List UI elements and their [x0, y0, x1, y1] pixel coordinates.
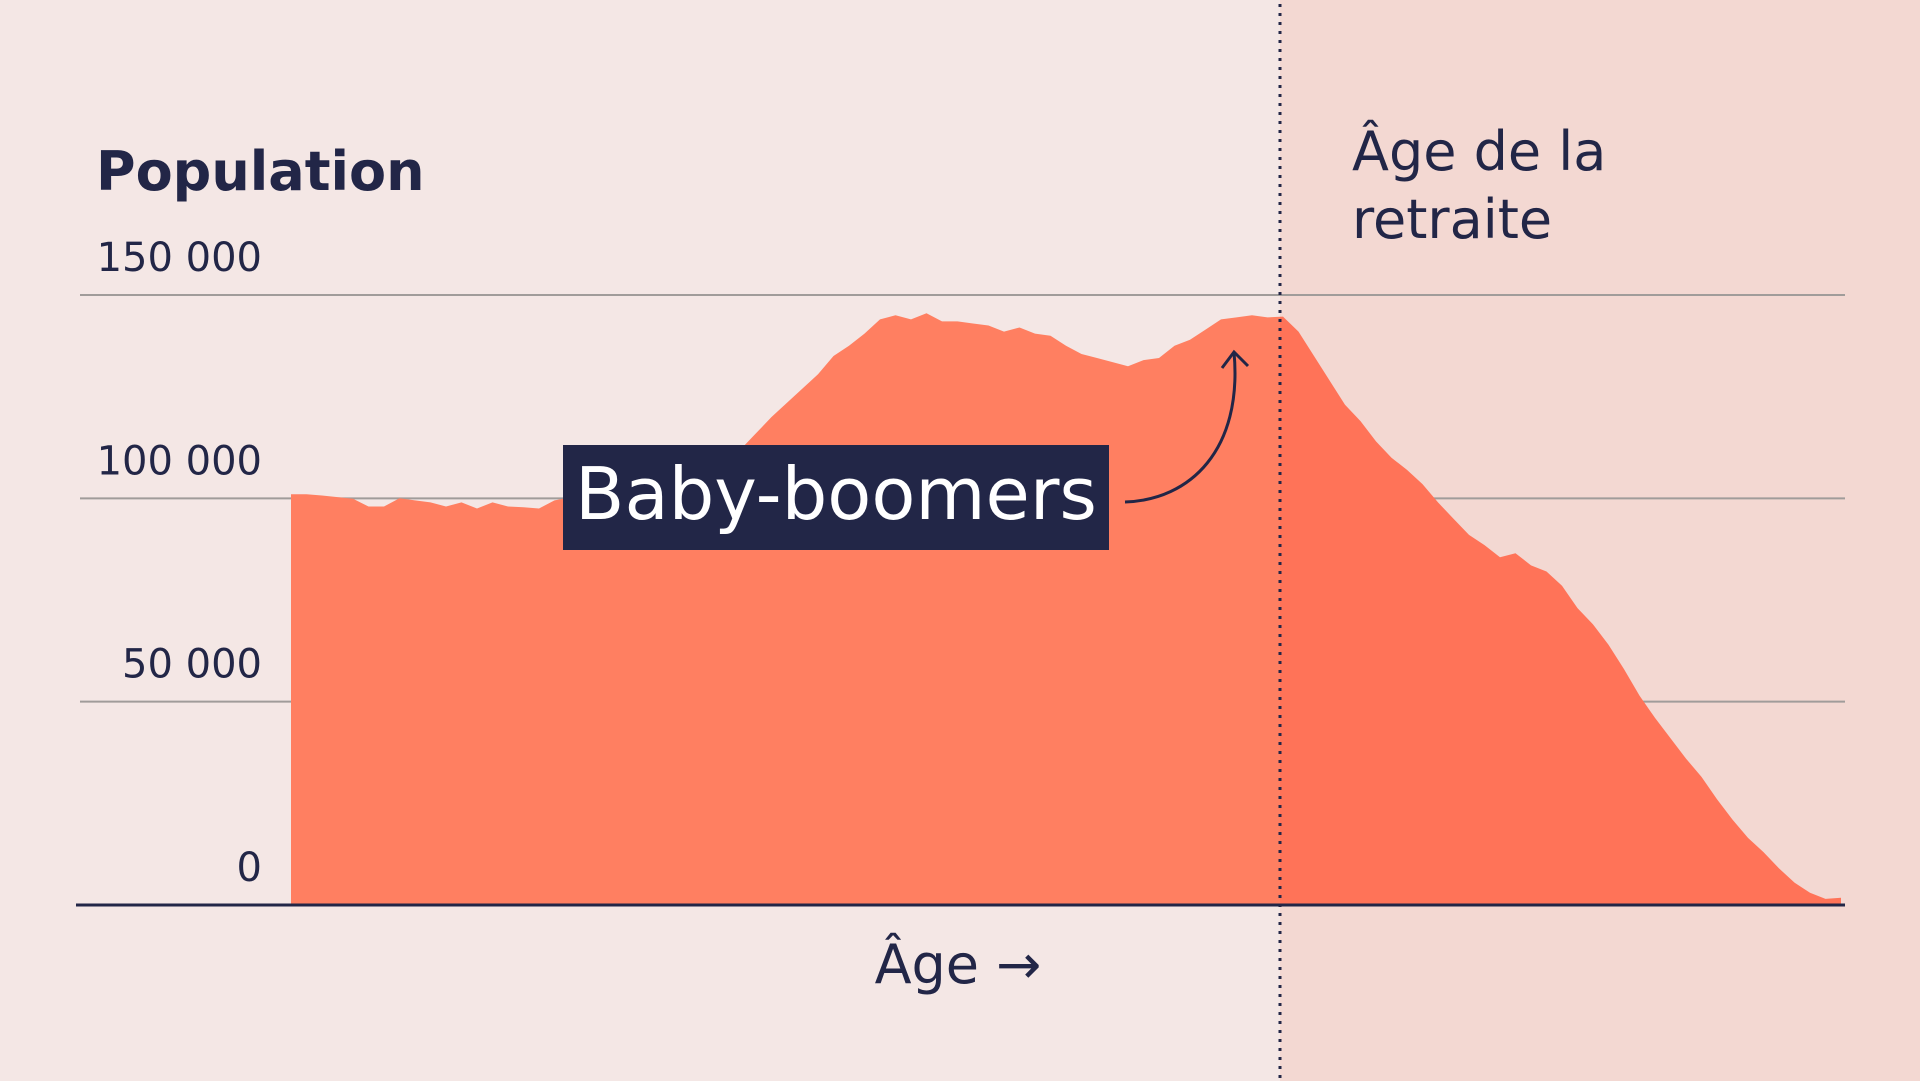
arrowhead-icon — [1220, 349, 1250, 369]
baby-boomers-label: Baby-boomers — [575, 452, 1097, 536]
baby-boomers-arrow — [1124, 351, 1237, 504]
y-tick-labels: 150 000 100 000 50 000 0 — [97, 235, 262, 891]
y-tick-label-50000: 50 000 — [122, 642, 262, 688]
retirement-label-line-2: retraite — [1352, 188, 1552, 251]
y-tick-label-150000: 150 000 — [97, 235, 262, 281]
x-axis-label: Âge → — [875, 933, 1042, 996]
baby-boomers-label-box — [563, 445, 1109, 550]
y-tick-label-100000: 100 000 — [97, 438, 262, 484]
population-area-retirement — [1280, 316, 1841, 905]
retirement-label-line-1: Âge de la — [1352, 120, 1606, 183]
y-tick-label-0: 0 — [237, 845, 262, 891]
chart-title: Population — [96, 140, 425, 203]
retirement-age-label: Âge de la retraite — [1352, 120, 1624, 251]
